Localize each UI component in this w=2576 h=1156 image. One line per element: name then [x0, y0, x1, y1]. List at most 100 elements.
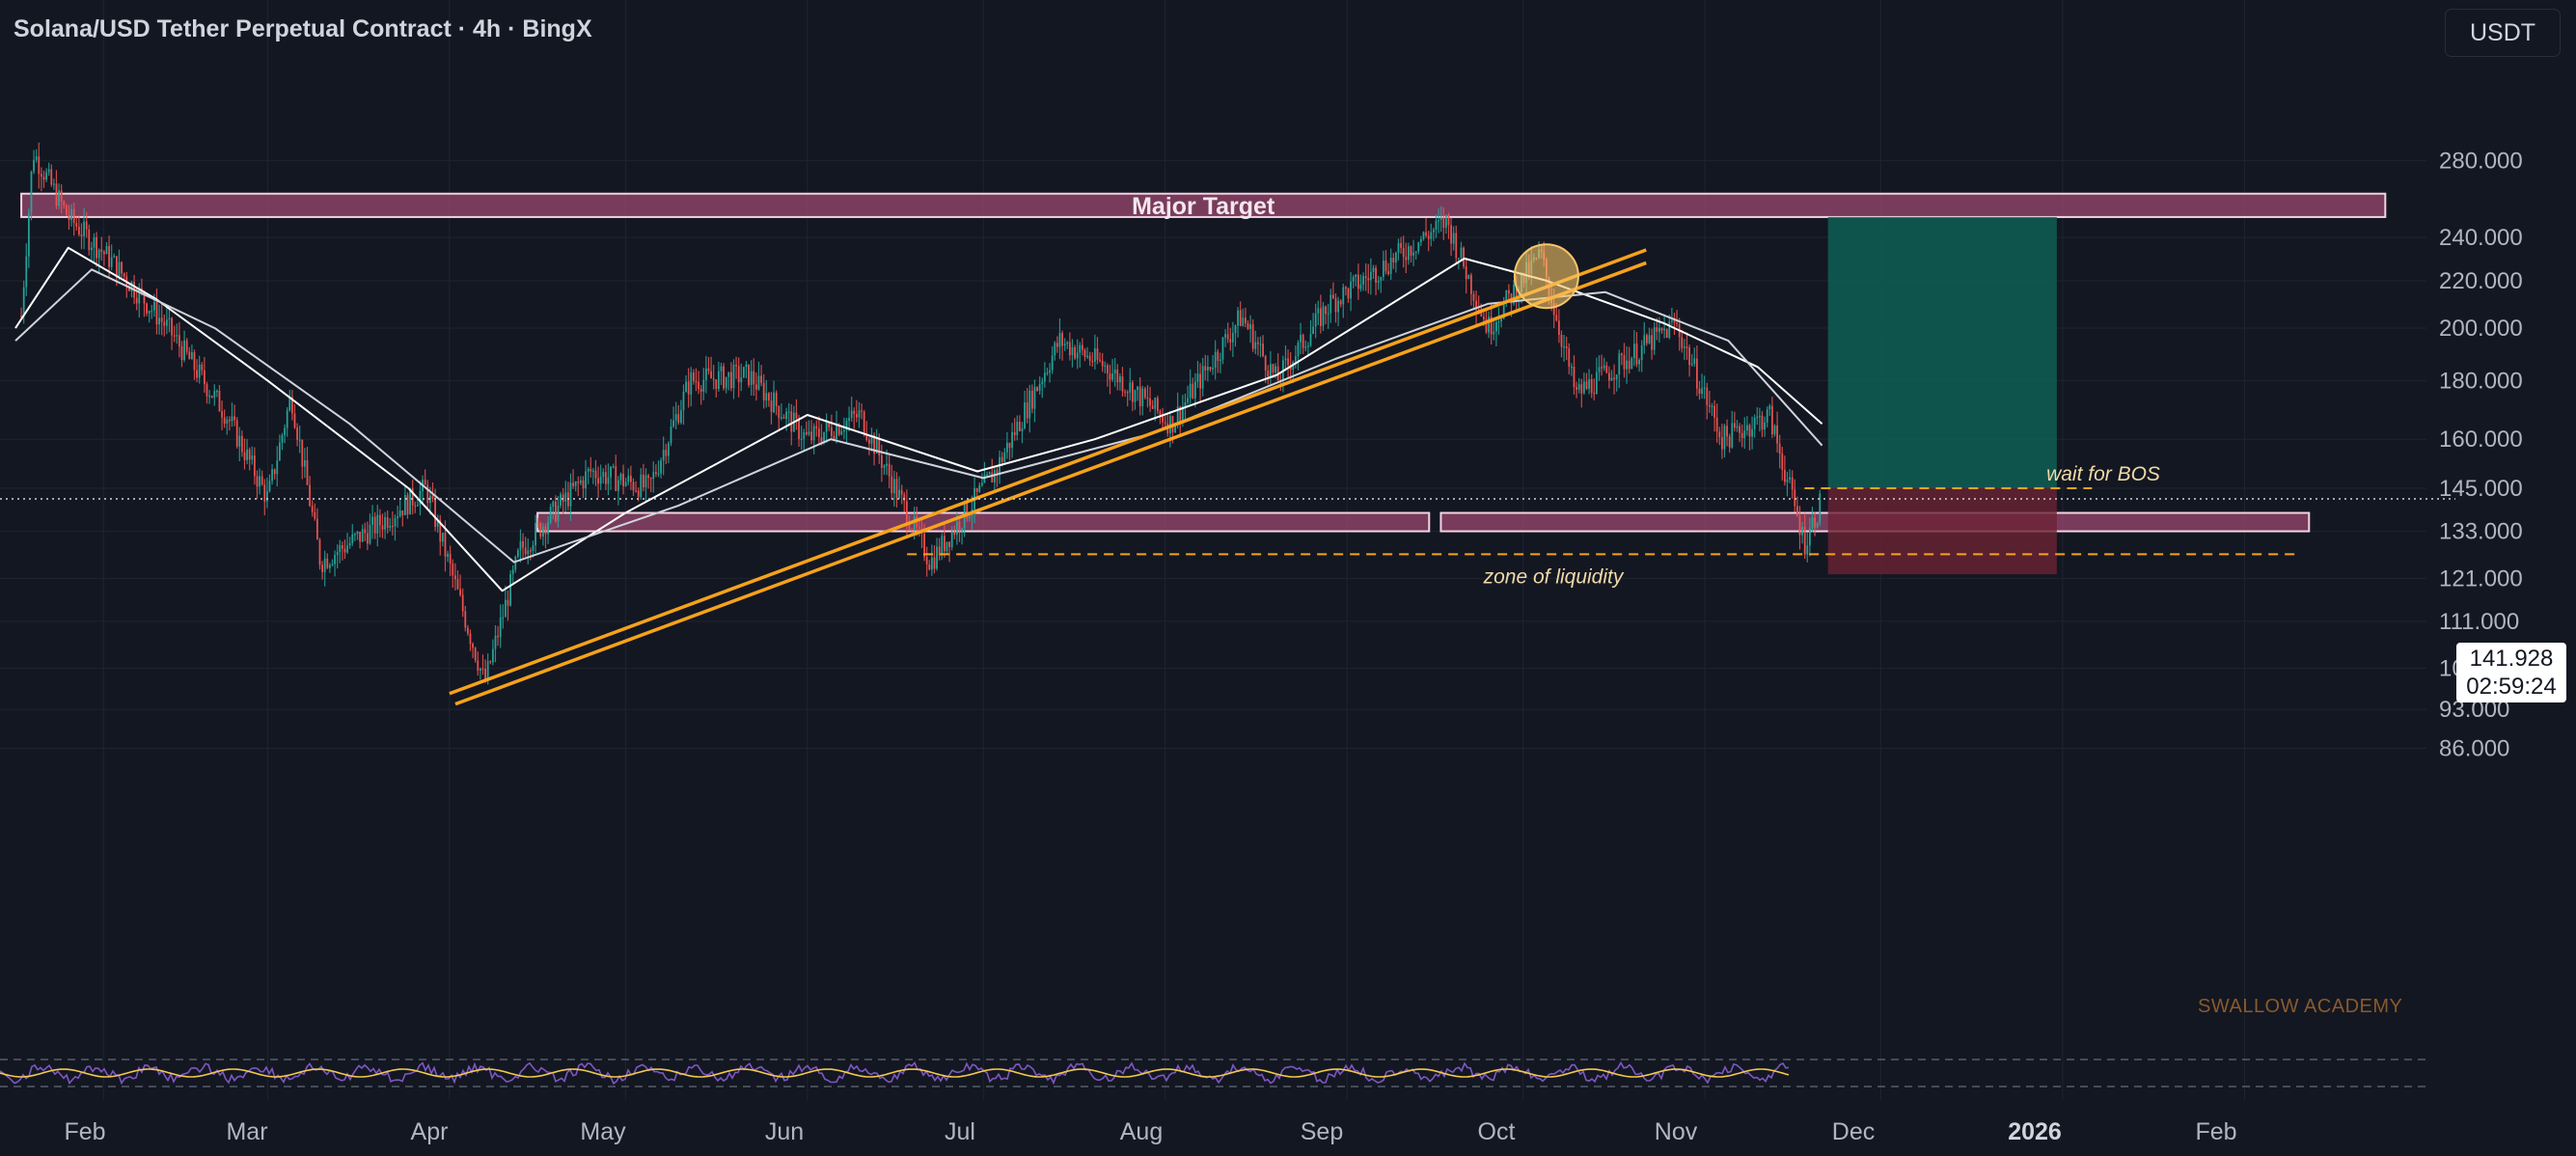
candle-body: [532, 544, 534, 551]
candle-body: [469, 633, 472, 645]
candle-body: [138, 288, 141, 304]
candle-body: [1076, 352, 1079, 359]
candle-body: [662, 450, 665, 461]
candle-body: [472, 644, 474, 648]
candle-body: [1174, 424, 1176, 433]
candle-body: [341, 545, 343, 549]
candle-body: [1030, 390, 1033, 409]
candle-body: [384, 516, 386, 530]
candle-body: [346, 545, 348, 553]
candle-body: [1099, 359, 1101, 361]
candle-body: [263, 484, 266, 502]
candle-body: [562, 494, 564, 502]
candle-body: [850, 410, 853, 418]
candle-body: [1776, 425, 1778, 444]
candle-body: [1648, 335, 1651, 344]
candle-body: [206, 384, 208, 397]
candle-body: [240, 435, 243, 453]
candle-body: [715, 379, 718, 389]
candle-body: [190, 352, 193, 360]
candle-body: [670, 427, 672, 444]
candle-body: [925, 557, 928, 564]
candle-body: [1502, 303, 1505, 319]
candle-body: [1364, 276, 1367, 279]
candle-body: [1079, 344, 1082, 353]
candle-body: [1192, 383, 1194, 399]
price-tick-label: 86.000: [2439, 736, 2509, 762]
candle-body: [1063, 344, 1066, 346]
candle-body: [1488, 317, 1490, 333]
candle-body: [1199, 373, 1201, 389]
candle-body: [171, 317, 173, 336]
candle-body: [293, 413, 296, 428]
price-tick-label: 133.000: [2439, 519, 2523, 545]
candle-body: [685, 381, 687, 392]
candle-body: [1342, 287, 1345, 305]
candle-body: [381, 525, 384, 530]
candle-body: [348, 542, 351, 546]
candle-body: [1693, 358, 1696, 364]
candle-body: [143, 291, 146, 304]
candle-body: [213, 391, 216, 398]
candle-body: [1091, 360, 1094, 363]
candle-body: [1043, 372, 1046, 382]
candle-body: [808, 431, 810, 435]
currency-button[interactable]: USDT: [2445, 9, 2561, 57]
candle-body: [968, 515, 971, 519]
candle-body: [1447, 214, 1450, 226]
candle-body: [256, 476, 259, 487]
candle-body: [491, 648, 494, 663]
candle-body: [830, 427, 833, 436]
candle-body: [1046, 372, 1049, 374]
candle-body: [1685, 346, 1688, 348]
candle-body: [579, 480, 582, 483]
candle-body: [334, 555, 336, 564]
candle-body: [514, 557, 517, 570]
candle-body: [326, 558, 329, 568]
candle-body: [833, 435, 836, 440]
candle-body: [710, 371, 712, 379]
candle-body: [900, 489, 903, 495]
candle-body: [215, 391, 218, 393]
candle-body: [1061, 333, 1063, 346]
candle-body: [1049, 370, 1051, 373]
price-tick-label: 180.000: [2439, 368, 2523, 394]
candle-body: [1372, 267, 1375, 272]
position-tool: [1827, 216, 2057, 575]
candle-body: [903, 494, 906, 502]
candle-body: [569, 482, 572, 507]
candle-body: [351, 534, 354, 543]
candle-body: [1054, 343, 1056, 356]
candle-body: [1739, 426, 1740, 433]
profit-zone: [1827, 216, 2057, 488]
candle-body: [259, 476, 260, 487]
candle-body: [1455, 233, 1458, 259]
candle-body: [1224, 334, 1226, 338]
candle-body: [1500, 318, 1502, 322]
candle-body: [610, 466, 612, 478]
candle-body: [815, 426, 818, 429]
candle-body: [1193, 381, 1196, 399]
candle-body: [281, 435, 284, 443]
time-tick-label: 2026: [2008, 1118, 2062, 1145]
candle-body: [391, 525, 394, 528]
candle-body: [692, 372, 695, 382]
candle-body: [1359, 284, 1362, 289]
candle-body: [1698, 388, 1701, 394]
candle-body: [1384, 261, 1387, 272]
candle-body: [1137, 386, 1138, 391]
candle-body: [892, 479, 895, 494]
candle-body: [1038, 383, 1041, 391]
candle-body: [1327, 313, 1329, 315]
candle-body: [1181, 406, 1184, 422]
price-tick-label: 111.000: [2439, 609, 2519, 635]
candle-body: [1312, 326, 1314, 335]
candle-body: [231, 416, 233, 422]
candle-body: [895, 479, 898, 498]
candle-body: [1676, 322, 1678, 324]
candle-body: [323, 558, 326, 572]
candle-body: [1071, 346, 1074, 356]
candle-body: [1632, 344, 1635, 359]
candle-body: [1337, 300, 1339, 313]
